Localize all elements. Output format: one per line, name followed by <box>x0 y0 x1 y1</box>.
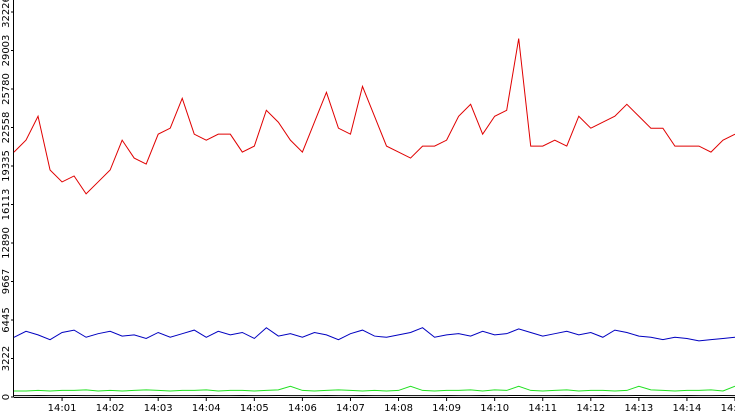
series-line <box>13 327 735 342</box>
y-tick-label: 9667 <box>1 269 12 294</box>
x-tick-label: 14:14 <box>673 403 702 414</box>
x-tick-label: 14:15 <box>721 403 735 414</box>
y-tick-label: 12890 <box>1 227 12 259</box>
x-tick-label: 14:01 <box>48 403 77 414</box>
y-tick-label: 25780 <box>1 73 12 105</box>
series-line <box>14 385 735 392</box>
x-tick-label: 14:04 <box>192 403 221 414</box>
x-tick-label: 14:13 <box>624 403 653 414</box>
y-tick-label: 6445 <box>1 307 12 332</box>
series-line <box>13 38 735 195</box>
x-tick-label: 14:07 <box>336 403 365 414</box>
x-tick-label: 14:02 <box>96 403 125 414</box>
y-tick-label: 22558 <box>1 112 12 144</box>
x-tick-label: 14:05 <box>240 403 269 414</box>
x-tick-label: 14:06 <box>288 403 317 414</box>
y-tick-label: 29003 <box>1 35 12 67</box>
y-tick-label: 0 <box>1 394 12 400</box>
x-tick-label: 14:10 <box>480 403 509 414</box>
y-tick-label: 19335 <box>1 150 12 182</box>
y-tick-label: 3222 <box>1 346 12 371</box>
x-tick-label: 14:11 <box>528 403 557 414</box>
x-tick-label: 14:09 <box>432 403 461 414</box>
x-tick-label: 14:12 <box>576 403 605 414</box>
x-tick-label: 14:03 <box>144 403 173 414</box>
x-tick-label: 14:08 <box>384 403 413 414</box>
y-tick-label: 32226 <box>1 0 12 28</box>
y-tick-label: 16113 <box>1 189 12 221</box>
